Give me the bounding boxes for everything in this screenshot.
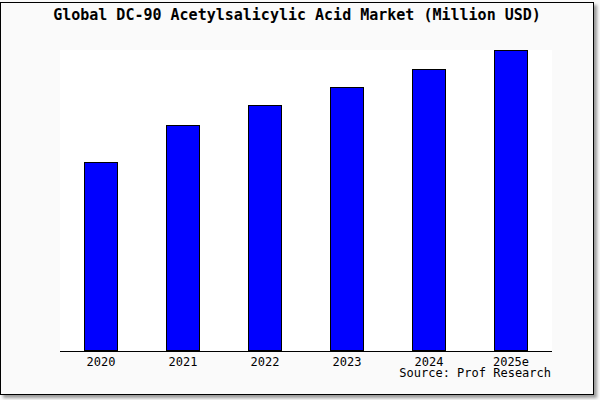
x-tick-label-2023: 2023 [333, 355, 362, 369]
x-tick-label-2020: 2020 [87, 355, 116, 369]
chart-title: Global DC-90 Acetylsalicylic Acid Market… [1, 6, 593, 24]
bar-2020 [84, 162, 118, 351]
x-tick-label-2024: 2024 [415, 355, 444, 369]
x-tick-label-2021: 2021 [169, 355, 198, 369]
x-tick-label-2025e: 2025e [493, 355, 529, 369]
bar-2024 [412, 69, 446, 351]
x-tick-label-2022: 2022 [251, 355, 280, 369]
bar-2025e [494, 50, 528, 351]
bar-2022 [248, 105, 282, 351]
bar-2021 [166, 125, 200, 351]
plot-area [60, 50, 552, 352]
chart-frame: Global DC-90 Acetylsalicylic Acid Market… [0, 2, 594, 395]
chart-figure: Global DC-90 Acetylsalicylic Acid Market… [0, 0, 600, 400]
bar-2023 [330, 87, 364, 351]
